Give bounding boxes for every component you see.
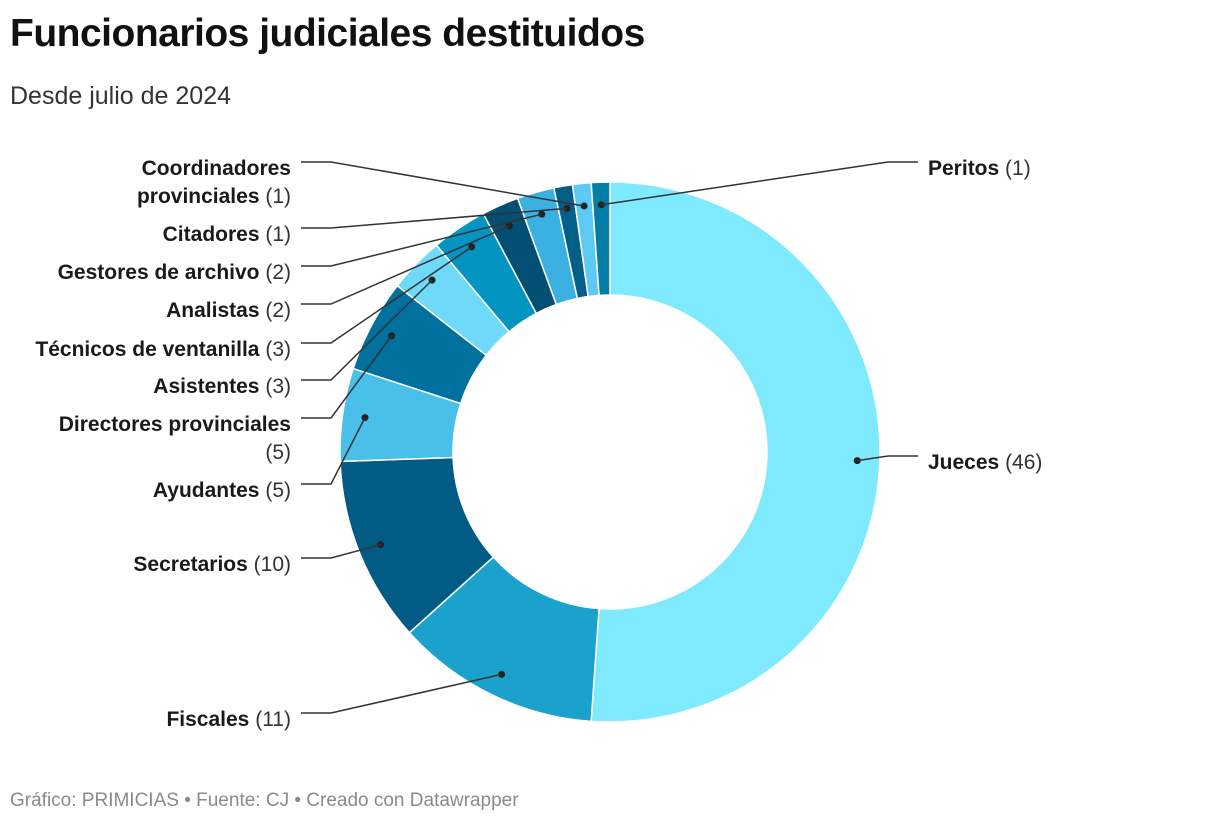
label-fiscales: Fiscales (11) (166, 708, 291, 731)
donut-slices (339, 181, 881, 723)
label-coordinadores-provinciales-line-2: provinciales (1) (137, 185, 291, 208)
label-directores-provinciales-line-2: (5) (265, 441, 291, 464)
label-coordinadores-provinciales-line-1: Coordinadores (142, 157, 291, 180)
leader-line-ayudantes (301, 417, 366, 485)
leader-line-analistas (301, 225, 510, 305)
label-citadores: Citadores (1) (163, 223, 291, 246)
leader-line-asistentes (301, 279, 433, 381)
leader-line-jueces (857, 455, 918, 462)
leader-line-tecnicos-de-ventanilla (301, 246, 473, 344)
slice-peritos (590, 181, 611, 297)
leader-line-citadores (301, 207, 568, 229)
chart-subtitle: Desde julio de 2024 (10, 82, 231, 110)
leader-line-secretarios (301, 543, 381, 559)
leader-lines (301, 161, 918, 714)
leader-line-directores-provinciales (301, 335, 393, 419)
leader-line-peritos (601, 161, 918, 206)
leader-line-coordinadores-provinciales (301, 161, 585, 207)
label-directores-provinciales-line-1: Directores provinciales (59, 413, 291, 436)
label-peritos: Peritos (1) (928, 157, 1031, 180)
slice-jueces (590, 181, 881, 723)
chart-footer: Gráfico: PRIMICIAS • Fuente: CJ • Creado… (10, 790, 519, 811)
leader-line-gestores-de-archivo (301, 213, 542, 267)
label-asistentes: Asistentes (3) (153, 375, 291, 398)
leader-line-fiscales (301, 673, 502, 714)
label-analistas: Analistas (2) (166, 299, 291, 322)
label-gestores-de-archivo: Gestores de archivo (2) (58, 261, 291, 284)
label-tecnicos-de-ventanilla: Técnicos de ventanilla (3) (35, 338, 291, 361)
label-jueces: Jueces (46) (928, 451, 1042, 474)
slice-labels: Jueces (46) Fiscales (11) Secretarios (10)… (35, 157, 1042, 731)
label-secretarios: Secretarios (10) (133, 553, 291, 576)
chart-title: Funcionarios judiciales destituidos (10, 12, 645, 55)
label-ayudantes: Ayudantes (5) (153, 479, 291, 502)
